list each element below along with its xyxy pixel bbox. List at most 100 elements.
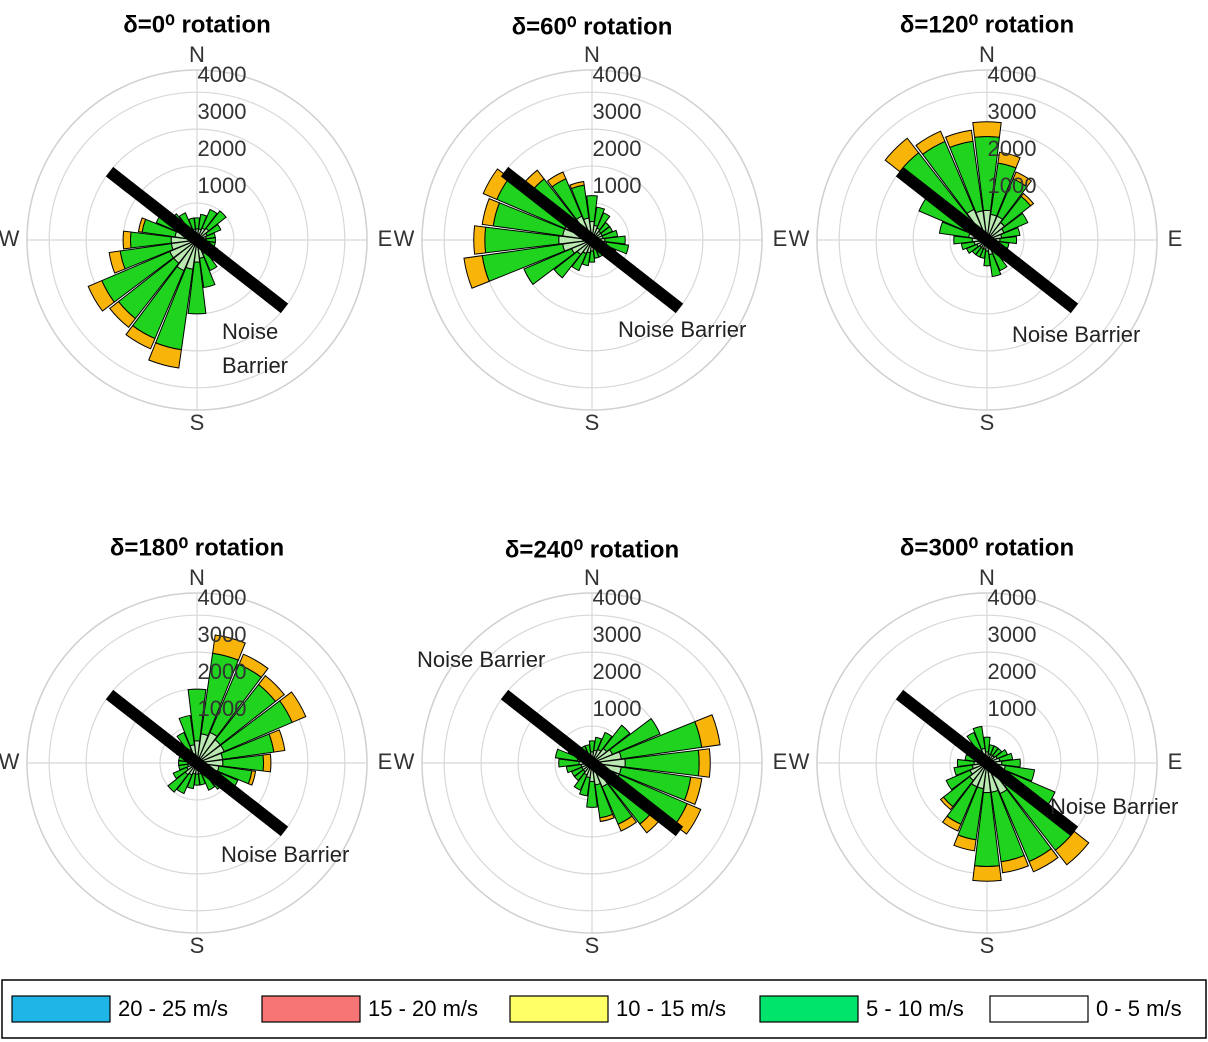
compass-label: W (0, 226, 20, 251)
annotation: Noise Barrier (1012, 322, 1140, 347)
wind-sector (558, 758, 580, 768)
wind-sector (578, 776, 591, 797)
r-tick-label: 2000 (593, 659, 642, 684)
wind-sector (596, 212, 611, 231)
wind-sector (463, 255, 490, 289)
wind-sector (187, 261, 207, 315)
compass-label: N (189, 565, 205, 590)
compass-label: E (773, 226, 788, 251)
compass-label: S (190, 410, 205, 435)
wind-sector (205, 223, 222, 237)
wind-sector (201, 208, 218, 231)
noise-barrier (500, 689, 684, 837)
wind-sector (178, 714, 195, 747)
wind-sector (593, 206, 606, 227)
wind-sector (546, 171, 567, 188)
r-tick-label: 3000 (198, 99, 247, 124)
compass-label: N (979, 42, 995, 67)
r-tick-label: 1000 (988, 696, 1037, 721)
r-tick-label: 2000 (988, 136, 1037, 161)
chart-title: δ=300⁰ rotation (900, 534, 1074, 561)
r-tick-label: 1000 (198, 696, 247, 721)
legend-swatch (989, 995, 1089, 1023)
wind-sector (554, 748, 579, 762)
r-tick-label: 3000 (593, 99, 642, 124)
annotation: Noise (222, 319, 278, 344)
wind-sector (581, 251, 591, 267)
wind-sector (125, 325, 156, 350)
wind-sector (257, 675, 285, 703)
wind-sector (945, 769, 973, 791)
r-tick-label: 4000 (198, 62, 247, 87)
wind-sector (953, 235, 973, 245)
wind-sector (108, 250, 126, 274)
annotation: Barrier (222, 353, 288, 378)
wind-sector (586, 780, 598, 808)
wind-sector (1012, 171, 1033, 188)
chart-title: δ=60⁰ rotation (512, 13, 673, 40)
legend-label: 20 - 25 m/s (118, 996, 228, 1021)
wind-sector (960, 241, 976, 251)
r-tick-label: 4000 (988, 62, 1037, 87)
wind-sector (956, 758, 975, 768)
legend-label: 10 - 15 m/s (616, 996, 726, 1021)
wind-sector (1020, 192, 1035, 207)
wind-sector (1054, 830, 1090, 866)
wind-sector (915, 130, 946, 155)
wind-sector (1001, 758, 1021, 768)
wind-sector (597, 731, 613, 752)
wind-sector (999, 235, 1018, 245)
compass-label: N (189, 42, 205, 67)
wind-sector (205, 210, 227, 232)
compass-label: S (980, 410, 995, 435)
wind-sector (944, 129, 974, 149)
r-tick-label: 2000 (593, 136, 642, 161)
wind-sector (1003, 765, 1036, 782)
wind-sector (1001, 212, 1029, 234)
r-tick-label: 4000 (593, 585, 642, 610)
compass-label: W (394, 226, 415, 251)
compass-label: S (585, 410, 600, 435)
wind-sector (609, 717, 661, 755)
annotation: Noise Barrier (221, 842, 349, 867)
wind-sector (473, 225, 487, 255)
wind-sector (988, 253, 1002, 278)
wind-sector (247, 770, 257, 786)
wind-sector (1000, 854, 1030, 874)
compass-label: S (980, 933, 995, 958)
wind-sector (617, 815, 638, 832)
wind-sector (953, 764, 974, 777)
wind-sector (586, 195, 598, 223)
wind-sector (573, 772, 588, 791)
noise-barrier (105, 166, 289, 314)
wind-sector (697, 748, 711, 778)
chart-title: δ=240⁰ rotation (505, 536, 679, 563)
wind-sector (186, 772, 197, 790)
wind-sector (197, 213, 208, 231)
wind-sector (148, 342, 182, 369)
wind-sector (212, 634, 246, 661)
legend-swatch (759, 995, 859, 1023)
r-tick-label: 2000 (198, 136, 247, 161)
compass-label: W (0, 749, 20, 774)
compass-label: S (190, 933, 205, 958)
wind-sector (565, 763, 583, 774)
r-tick-label: 3000 (988, 622, 1037, 647)
r-tick-label: 4000 (593, 62, 642, 87)
r-tick-label: 2000 (198, 659, 247, 684)
r-tick-label: 1000 (593, 173, 642, 198)
annotation: Noise Barrier (618, 317, 746, 342)
r-tick-label: 1000 (988, 173, 1037, 198)
wind-sector (605, 241, 630, 255)
compass-label: E (378, 749, 393, 774)
wind-sector (109, 300, 137, 328)
wind-sector (601, 229, 619, 240)
legend-swatch (11, 995, 111, 1023)
wind-sector (602, 724, 631, 753)
wind-sector (694, 714, 721, 748)
wind-sector (972, 121, 1002, 138)
